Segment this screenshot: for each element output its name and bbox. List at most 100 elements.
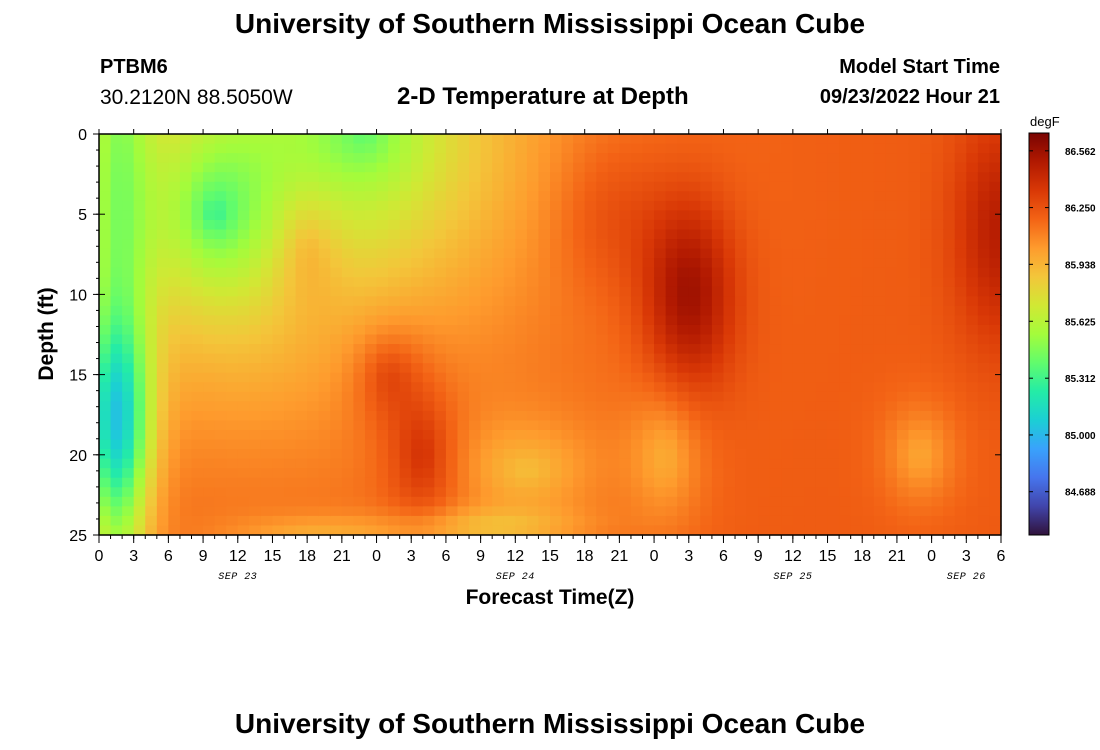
- heatmap-cell: [376, 410, 389, 422]
- heatmap-cell: [99, 515, 112, 527]
- heatmap-cell: [226, 344, 239, 355]
- heatmap-cell: [122, 296, 135, 307]
- heatmap-cell: [538, 468, 551, 479]
- heatmap-cell: [330, 382, 343, 393]
- heatmap-cell: [203, 391, 216, 402]
- heatmap-cell: [284, 143, 297, 154]
- heatmap-cell: [711, 286, 725, 297]
- heatmap-cell: [284, 382, 297, 393]
- heatmap-cell: [885, 143, 898, 154]
- heatmap-cell: [896, 525, 910, 536]
- heatmap-cell: [179, 525, 193, 536]
- heatmap-cell: [434, 334, 447, 345]
- heatmap-cell: [584, 420, 597, 431]
- heatmap-cell: [792, 267, 806, 278]
- heatmap-cell: [214, 191, 227, 202]
- heatmap-cell: [469, 372, 482, 383]
- heatmap-cell: [399, 449, 412, 460]
- heatmap-cell: [920, 239, 933, 250]
- heatmap-cell: [850, 200, 863, 211]
- heatmap-cell: [434, 439, 447, 450]
- heatmap-cell: [792, 134, 806, 145]
- heatmap-cell: [295, 420, 308, 431]
- heatmap-cell: [954, 286, 967, 297]
- heatmap-cell: [272, 258, 285, 269]
- heatmap-cell: [573, 487, 586, 498]
- heatmap-cell: [642, 372, 655, 383]
- heatmap-cell: [561, 229, 574, 240]
- heatmap-cell: [457, 153, 470, 164]
- heatmap-cell: [908, 506, 921, 517]
- heatmap-cell: [434, 324, 447, 336]
- heatmap-cell: [607, 172, 620, 183]
- heatmap-cell: [920, 410, 933, 422]
- heatmap-cell: [827, 477, 840, 488]
- heatmap-cell: [260, 515, 274, 527]
- heatmap-cell: [596, 315, 609, 326]
- heatmap-cell: [480, 477, 493, 488]
- heatmap-cell: [295, 449, 308, 460]
- heatmap-cell: [573, 449, 586, 460]
- heatmap-cell: [630, 487, 644, 498]
- heatmap-cell: [411, 267, 424, 278]
- heatmap-cell: [307, 267, 320, 278]
- heatmap-cell: [758, 219, 771, 231]
- heatmap-cell: [677, 515, 690, 527]
- heatmap-cell: [272, 449, 285, 460]
- heatmap-cell: [804, 134, 817, 145]
- heatmap-cell: [330, 439, 343, 450]
- heatmap-cell: [364, 525, 378, 536]
- heatmap-cell: [584, 324, 597, 336]
- heatmap-cell: [179, 477, 193, 488]
- heatmap-cell: [781, 315, 794, 326]
- heatmap-cell: [619, 248, 632, 259]
- heatmap-cell: [353, 324, 366, 336]
- heatmap-cell: [179, 324, 193, 336]
- heatmap-cell: [110, 477, 123, 488]
- heatmap-cell: [526, 477, 540, 488]
- colorbar-tick-label: 84.688: [1065, 488, 1096, 499]
- heatmap-cell: [272, 382, 285, 393]
- heatmap-cell: [943, 458, 956, 469]
- heatmap-cell: [758, 315, 771, 326]
- heatmap-cell: [434, 525, 447, 536]
- heatmap-cell: [896, 439, 910, 450]
- heatmap-cell: [804, 219, 817, 231]
- heatmap-cell: [445, 515, 459, 527]
- heatmap-cell: [584, 401, 597, 412]
- heatmap-cell: [954, 382, 967, 393]
- heatmap-cell: [688, 353, 701, 364]
- heatmap-cell: [688, 496, 701, 507]
- heatmap-cell: [989, 496, 1002, 507]
- heatmap-cell: [122, 258, 135, 269]
- heatmap-cell: [943, 286, 956, 297]
- heatmap-cell: [700, 210, 713, 221]
- heatmap-cell: [445, 239, 459, 250]
- heatmap-cell: [596, 487, 609, 498]
- heatmap-cell: [249, 315, 262, 326]
- heatmap-cell: [145, 391, 158, 402]
- heatmap-cell: [839, 258, 852, 269]
- heatmap-cell: [376, 449, 389, 460]
- heatmap-cell: [619, 305, 632, 317]
- heatmap-cell: [688, 401, 701, 412]
- heatmap-cell: [607, 391, 620, 402]
- heatmap-cell: [399, 334, 412, 345]
- heatmap-cell: [769, 410, 782, 422]
- heatmap-cell: [966, 134, 979, 145]
- heatmap-cell: [804, 200, 817, 211]
- heatmap-cell: [885, 305, 898, 317]
- heatmap-cell: [827, 191, 840, 202]
- heatmap-cell: [133, 410, 146, 422]
- heatmap-cell: [99, 391, 112, 402]
- heatmap-cell: [677, 334, 690, 345]
- heatmap-cell: [862, 239, 875, 250]
- heatmap-cell: [445, 267, 459, 278]
- heatmap-cell: [122, 468, 135, 479]
- heatmap-cell: [156, 172, 169, 183]
- heatmap-cell: [550, 153, 563, 164]
- heatmap-cell: [804, 468, 817, 479]
- heatmap-cell: [943, 410, 956, 422]
- heatmap-cell: [457, 477, 470, 488]
- heatmap-cell: [815, 363, 829, 374]
